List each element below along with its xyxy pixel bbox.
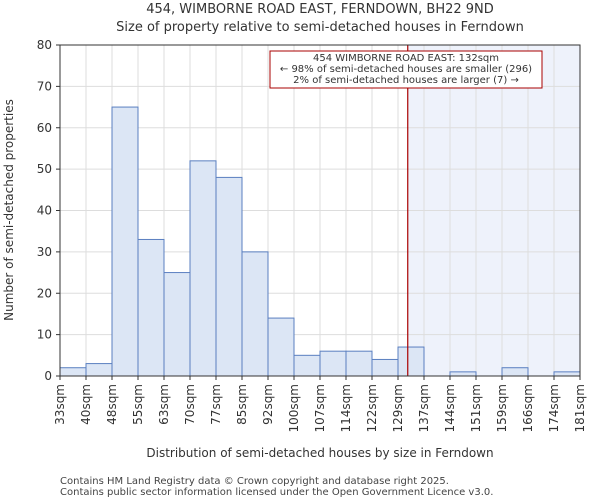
y-tick-label: 50 xyxy=(37,162,52,176)
x-tick-label: 55sqm xyxy=(131,384,145,425)
bar xyxy=(397,346,425,377)
x-tick-label: 48sqm xyxy=(105,384,119,425)
annotation-line-3: 2% of semi-detached houses are larger (7… xyxy=(293,75,519,86)
y-tick-label: 0 xyxy=(44,369,52,383)
bar xyxy=(319,350,347,377)
footer-line-2: Contains public sector information licen… xyxy=(60,487,493,498)
x-tick-label: 174sqm xyxy=(547,384,561,432)
chart-subtitle: Size of property relative to semi-detach… xyxy=(116,20,524,35)
bar xyxy=(111,106,139,377)
y-tick-label: 80 xyxy=(37,38,52,52)
x-tick-label: 40sqm xyxy=(79,384,93,425)
bar xyxy=(215,176,243,377)
x-tick-label: 85sqm xyxy=(235,384,249,425)
bar xyxy=(267,317,295,377)
x-tick-label: 129sqm xyxy=(391,384,405,432)
y-tick-label: 30 xyxy=(37,245,52,259)
x-axis-ticks: 33sqm 40sqm 48sqm 55sqm 63sqm 70sqm 77sqm 85sqm… xyxy=(53,376,587,432)
y-tick-label: 40 xyxy=(37,204,52,218)
y-tick-label: 60 xyxy=(37,121,52,135)
bar xyxy=(85,363,113,377)
bar xyxy=(163,272,191,377)
x-tick-label: 33sqm xyxy=(53,384,67,425)
x-axis-label: Distribution of semi-detached houses by … xyxy=(146,446,493,460)
x-tick-label: 107sqm xyxy=(313,384,327,432)
bar xyxy=(449,371,477,377)
bar xyxy=(293,354,321,377)
y-tick-label: 70 xyxy=(37,79,52,93)
y-tick-label: 10 xyxy=(37,328,52,342)
x-tick-label: 151sqm xyxy=(469,384,483,432)
x-tick-label: 92sqm xyxy=(261,384,275,425)
bar xyxy=(241,251,269,377)
bar xyxy=(501,367,529,377)
y-axis-ticks: 0 10 20 30 40 50 60 70 80 xyxy=(37,38,60,383)
bar xyxy=(553,371,581,377)
chart-title: 454, WIMBORNE ROAD EAST, FERNDOWN, BH22 … xyxy=(146,2,494,17)
annotation-line-1: 454 WIMBORNE ROAD EAST: 132sqm xyxy=(313,53,499,64)
annotation-box xyxy=(269,50,543,89)
x-tick-label: 144sqm xyxy=(443,384,457,432)
property-annotation: 454 WIMBORNE ROAD EAST: 132sqm ← 98% of … xyxy=(269,50,543,89)
footer-line-1: Contains HM Land Registry data © Crown c… xyxy=(60,476,449,487)
x-tick-label: 181sqm xyxy=(573,384,587,432)
bars xyxy=(59,106,581,377)
y-tick-label: 20 xyxy=(37,286,52,300)
x-tick-label: 70sqm xyxy=(183,384,197,425)
x-tick-label: 63sqm xyxy=(157,384,171,425)
bar xyxy=(189,160,217,377)
annotation-line-2: ← 98% of semi-detached houses are smalle… xyxy=(280,64,532,75)
x-tick-label: 159sqm xyxy=(495,384,509,432)
x-tick-label: 137sqm xyxy=(417,384,431,432)
x-tick-label: 114sqm xyxy=(339,384,353,432)
x-tick-label: 122sqm xyxy=(365,384,379,432)
bar xyxy=(345,350,373,377)
y-axis-label: Number of semi-detached properties xyxy=(2,99,16,321)
x-tick-label: 77sqm xyxy=(209,384,223,425)
x-tick-label: 166sqm xyxy=(521,384,535,432)
x-tick-label: 100sqm xyxy=(287,384,301,432)
bar xyxy=(371,358,399,377)
bar xyxy=(137,238,165,377)
bar xyxy=(59,367,87,377)
